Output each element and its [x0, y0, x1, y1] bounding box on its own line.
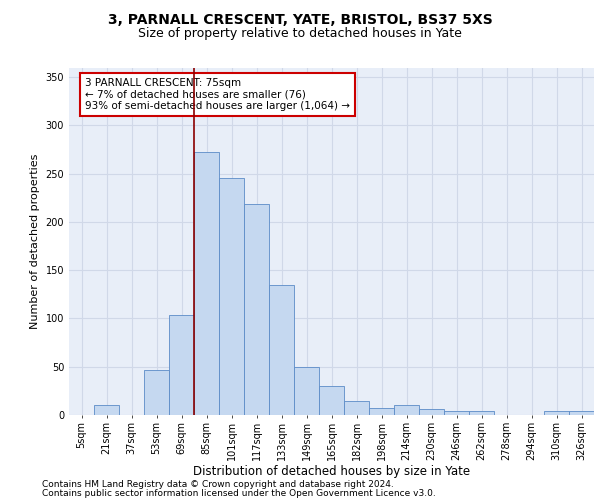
Bar: [194, 152, 219, 415]
Bar: [469, 411, 494, 415]
Bar: [544, 411, 569, 415]
Text: Contains HM Land Registry data © Crown copyright and database right 2024.: Contains HM Land Registry data © Crown c…: [42, 480, 394, 489]
Bar: [319, 386, 344, 415]
Bar: [444, 411, 469, 415]
Bar: [419, 409, 444, 415]
X-axis label: Distribution of detached houses by size in Yate: Distribution of detached houses by size …: [193, 466, 470, 478]
Bar: [269, 284, 294, 415]
Text: Contains public sector information licensed under the Open Government Licence v3: Contains public sector information licen…: [42, 488, 436, 498]
Bar: [219, 178, 244, 415]
Bar: [569, 411, 594, 415]
Bar: [169, 314, 194, 415]
Bar: [244, 204, 269, 415]
Text: 3 PARNALL CRESCENT: 75sqm
← 7% of detached houses are smaller (76)
93% of semi-d: 3 PARNALL CRESCENT: 75sqm ← 7% of detach…: [85, 78, 350, 111]
Bar: [394, 406, 419, 415]
Y-axis label: Number of detached properties: Number of detached properties: [30, 154, 40, 329]
Bar: [294, 366, 319, 415]
Bar: [94, 406, 119, 415]
Bar: [344, 400, 369, 415]
Text: 3, PARNALL CRESCENT, YATE, BRISTOL, BS37 5XS: 3, PARNALL CRESCENT, YATE, BRISTOL, BS37…: [107, 12, 493, 26]
Bar: [144, 370, 169, 415]
Bar: [369, 408, 394, 415]
Text: Size of property relative to detached houses in Yate: Size of property relative to detached ho…: [138, 28, 462, 40]
